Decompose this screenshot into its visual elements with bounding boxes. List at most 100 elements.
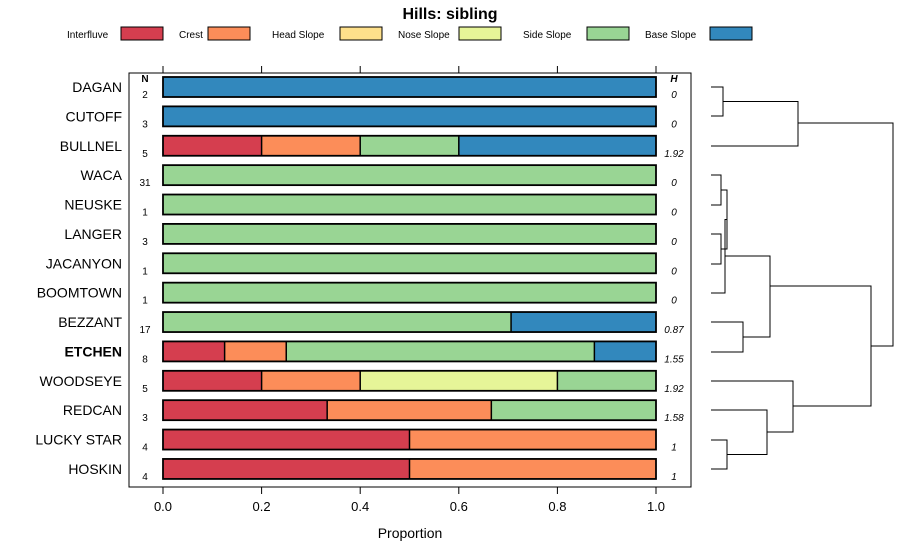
bar-segment [224, 341, 287, 362]
category-label: CUTOFF [65, 108, 122, 124]
n-value: 31 [139, 178, 151, 189]
bar-outline [162, 252, 657, 275]
bar-segment [163, 77, 656, 97]
bar-segment [458, 135, 656, 156]
bar-segment [163, 253, 656, 274]
bar-segment [557, 370, 656, 391]
category-label: WOODSEYE [40, 373, 122, 389]
legend-swatch [339, 26, 383, 41]
bar-segment [163, 429, 410, 450]
n-value: 3 [142, 413, 148, 424]
x-tick-label: 0.4 [351, 499, 369, 514]
bar-outline [162, 164, 657, 187]
h-value: 0 [671, 90, 677, 101]
bar-segment [491, 400, 656, 421]
legend-swatch [458, 26, 502, 41]
category-label: BULLNEL [60, 138, 122, 154]
n-value: 1 [142, 296, 148, 307]
category-label: REDCAN [63, 402, 122, 418]
bar-segment [163, 400, 328, 421]
legend-swatch [709, 26, 753, 41]
n-value: 1 [142, 208, 148, 219]
bar-row: BEZZANT 17 0.87 [58, 311, 684, 336]
bar-outline [162, 105, 657, 128]
bar-segment [163, 194, 656, 215]
h-column-header: H [670, 74, 678, 85]
bar-outline [162, 458, 657, 480]
bar-outline [162, 76, 657, 98]
chart-title: Hills: sibling [402, 6, 497, 23]
bar-row: LANGER 3 0 [64, 222, 677, 248]
bar-segment [163, 282, 656, 303]
dendro-link [711, 321, 744, 353]
bar-segment [327, 400, 492, 421]
x-axis: 0.0 0.2 0.4 0.6 0.8 1.0 [154, 66, 665, 514]
bar-row: CUTOFF 3 0 [65, 105, 677, 130]
x-axis-label: Proportion [378, 525, 443, 541]
legend: Interfluve Crest Head Slope Nose Slope Side … [67, 26, 753, 41]
n-value: 2 [142, 90, 148, 101]
category-label: BEZZANT [58, 314, 122, 330]
n-column-header: N [141, 74, 148, 85]
bar-row: LUCKY STAR 4 1 [35, 428, 677, 454]
bar-segment [163, 135, 262, 156]
bar-segment [511, 312, 656, 333]
category-label: HOSKIN [68, 461, 122, 477]
bar-row: DAGAN 2 0 [72, 76, 677, 101]
category-label: ETCHEN [64, 343, 122, 359]
dendro-link [711, 439, 728, 470]
bar-outline [162, 193, 657, 216]
bar-segment [360, 135, 459, 156]
x-tick-label: 1.0 [647, 499, 665, 514]
h-value: 0 [671, 237, 677, 248]
bar-row: WACA 31 0 [81, 164, 677, 189]
legend-swatch [207, 26, 251, 41]
bar-row: BULLNEL 5 1.92 [60, 134, 684, 160]
bar-segment [360, 370, 558, 391]
legend-label: Crest [179, 30, 203, 41]
bar-outline [162, 222, 657, 245]
category-label: BOOMTOWN [37, 285, 122, 301]
dendro-link [770, 285, 872, 407]
dendro-link [711, 86, 724, 117]
dendro-link [711, 219, 727, 294]
category-label: DAGAN [72, 79, 122, 95]
bar-segment [594, 341, 656, 362]
h-value: 0 [671, 119, 677, 130]
legend-label: Interfluve [67, 30, 109, 41]
bar-outline [162, 428, 657, 451]
h-value: 0.87 [664, 325, 684, 336]
bar-row: HOSKIN 4 1 [68, 458, 677, 483]
bar-segment [409, 429, 656, 450]
h-value: 1 [671, 443, 677, 454]
bar-segment [261, 135, 361, 156]
bar-row: BOOMTOWN 1 0 [37, 281, 677, 307]
bar-segment [163, 341, 225, 362]
bar-outline [162, 369, 657, 392]
h-value: 0 [671, 208, 677, 219]
n-value: 5 [142, 149, 148, 160]
h-value: 1 [671, 472, 677, 483]
n-value: 3 [142, 237, 148, 248]
dendro-link [711, 233, 722, 265]
bar-segment [261, 370, 361, 391]
h-value: 1.58 [664, 413, 684, 424]
bar-segment [163, 223, 656, 244]
h-value: 0 [671, 296, 677, 307]
bar-segment [163, 165, 656, 186]
legend-label: Head Slope [272, 30, 325, 41]
bar-segment [286, 341, 595, 362]
bar-outline [162, 340, 657, 363]
n-value: 4 [142, 443, 148, 454]
bar-segment [409, 458, 656, 479]
bar-outline [162, 134, 657, 157]
h-value: 1.92 [664, 384, 684, 395]
dendro-link [711, 101, 799, 147]
bar-row: WOODSEYE 5 1.92 [40, 369, 684, 395]
category-label: LANGER [64, 226, 122, 242]
n-value: 3 [142, 119, 148, 130]
bar-segment [163, 312, 512, 333]
dendrogram [711, 86, 894, 470]
